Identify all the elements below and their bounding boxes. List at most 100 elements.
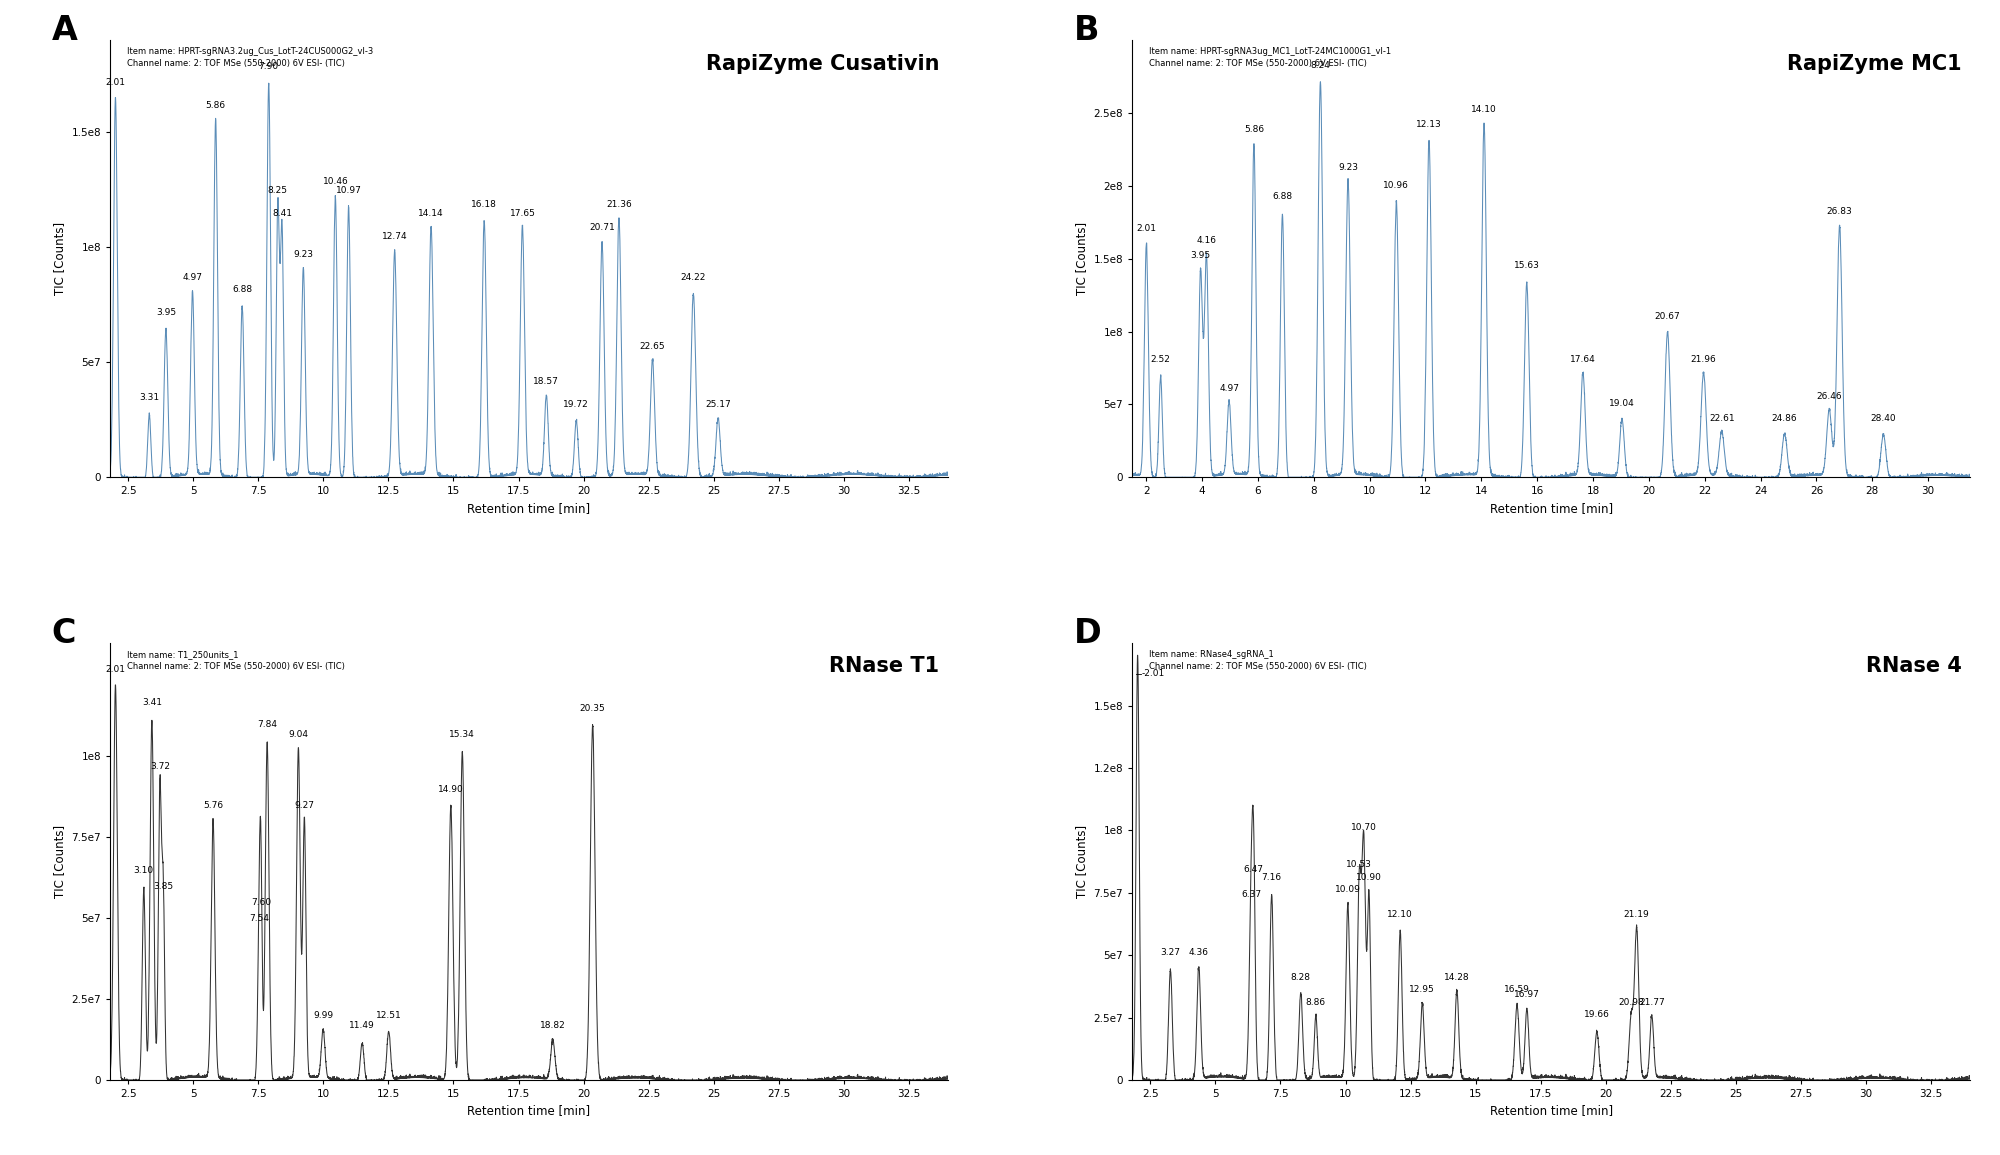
Text: 16.18: 16.18 [472,200,498,209]
Y-axis label: TIC [Counts]: TIC [Counts] [52,222,66,296]
Text: 3.10: 3.10 [134,866,154,874]
Text: 22.61: 22.61 [1708,413,1734,423]
Text: 17.65: 17.65 [510,209,536,218]
Text: RNase T1: RNase T1 [830,656,940,677]
Text: 8.41: 8.41 [272,209,292,218]
Text: 2.52: 2.52 [1150,356,1170,364]
Text: 24.86: 24.86 [1772,413,1798,423]
Text: 14.14: 14.14 [418,209,444,218]
Text: RNase 4: RNase 4 [1866,656,1962,677]
Text: 2.01: 2.01 [1136,224,1156,233]
Text: 10.53: 10.53 [1346,860,1372,870]
Text: 18.82: 18.82 [540,1021,566,1030]
X-axis label: Retention time [min]: Retention time [min] [468,501,590,515]
Text: 3.27: 3.27 [1160,948,1180,956]
Text: 3.95: 3.95 [156,308,176,316]
Text: 12.74: 12.74 [382,232,408,241]
Text: 4.16: 4.16 [1196,236,1216,245]
Text: 10.46: 10.46 [322,177,348,186]
Text: 19.66: 19.66 [1584,1011,1610,1019]
Text: 4.97: 4.97 [182,274,202,282]
Text: 10.09: 10.09 [1334,885,1360,894]
Y-axis label: TIC [Counts]: TIC [Counts] [52,825,66,899]
Text: 16.97: 16.97 [1514,990,1540,999]
Text: 5.86: 5.86 [1244,126,1264,134]
Text: RapiZyme Cusativin: RapiZyme Cusativin [706,53,940,74]
Text: 10.90: 10.90 [1356,873,1382,881]
Text: 5.76: 5.76 [202,802,224,810]
Text: -2.01: -2.01 [1142,669,1164,678]
Text: 10.97: 10.97 [336,186,362,195]
Text: A: A [52,14,78,47]
Text: 3.41: 3.41 [142,698,162,707]
Text: 11.49: 11.49 [350,1021,376,1030]
Text: Item name: T1_250units_1
Channel name: 2: TOF MSe (550-2000) 6V ESI- (TIC): Item name: T1_250units_1 Channel name: 2… [126,650,344,671]
Text: Item name: HPRT-sgRNA3.2ug_Cus_LotT-24CUS000G2_vl-3
Channel name: 2: TOF MSe (55: Item name: HPRT-sgRNA3.2ug_Cus_LotT-24CU… [126,47,374,68]
Text: 24.22: 24.22 [680,274,706,282]
Text: 15.63: 15.63 [1514,261,1540,270]
Text: 9.23: 9.23 [294,251,314,260]
Text: 22.65: 22.65 [640,342,666,351]
Text: 6.88: 6.88 [1272,192,1292,201]
Text: 20.71: 20.71 [590,223,614,232]
Text: 12.10: 12.10 [1388,910,1414,919]
Text: 12.13: 12.13 [1416,119,1442,128]
Text: 9.27: 9.27 [294,802,314,810]
Text: 8.86: 8.86 [1306,998,1326,1007]
Text: 21.77: 21.77 [1638,998,1664,1007]
Text: 14.90: 14.90 [438,785,464,793]
Y-axis label: TIC [Counts]: TIC [Counts] [1074,825,1088,899]
Text: 10.96: 10.96 [1384,180,1410,189]
Text: 9.04: 9.04 [288,730,308,739]
Text: Item name: RNase4_sgRNA_1
Channel name: 2: TOF MSe (550-2000) 6V ESI- (TIC): Item name: RNase4_sgRNA_1 Channel name: … [1148,650,1366,671]
Text: B: B [1074,14,1100,47]
Text: 8.25: 8.25 [268,186,288,195]
X-axis label: Retention time [min]: Retention time [min] [1490,1104,1612,1118]
Text: 4.36: 4.36 [1188,948,1208,956]
Text: 19.72: 19.72 [564,400,590,409]
Text: 9.99: 9.99 [314,1012,334,1021]
X-axis label: Retention time [min]: Retention time [min] [1490,501,1612,515]
Text: 4.97: 4.97 [1220,385,1240,394]
Text: 7.60: 7.60 [250,899,270,907]
Text: 14.10: 14.10 [1472,105,1496,114]
Text: 7.16: 7.16 [1262,873,1282,881]
Text: 9.23: 9.23 [1338,163,1358,172]
Text: 26.46: 26.46 [1816,392,1842,401]
Text: 6.88: 6.88 [232,285,252,293]
Text: 14.28: 14.28 [1444,973,1470,982]
Text: 3.95: 3.95 [1190,251,1210,260]
Text: 15.34: 15.34 [450,730,476,739]
Text: 20.98: 20.98 [1618,998,1644,1007]
Text: 3.72: 3.72 [150,762,170,772]
Text: 2.01: 2.01 [106,79,126,87]
Text: 8.28: 8.28 [1290,973,1310,982]
Text: 12.51: 12.51 [376,1012,402,1021]
Text: 3.31: 3.31 [140,393,160,402]
Text: 7.54: 7.54 [250,915,270,923]
Text: 19.04: 19.04 [1610,398,1634,408]
Text: 21.96: 21.96 [1690,356,1716,364]
Text: RapiZyme MC1: RapiZyme MC1 [1786,53,1962,74]
Text: 7.90: 7.90 [258,62,278,70]
Text: 26.83: 26.83 [1826,207,1852,216]
Text: 16.59: 16.59 [1504,985,1530,994]
Text: 8.24: 8.24 [1310,61,1330,70]
Text: D: D [1074,617,1102,650]
Text: 21.19: 21.19 [1624,910,1650,919]
Text: 28.40: 28.40 [1870,413,1896,423]
Text: 21.36: 21.36 [606,200,632,209]
Text: 12.95: 12.95 [1410,985,1436,994]
Y-axis label: TIC [Counts]: TIC [Counts] [1074,222,1088,296]
Text: 10.70: 10.70 [1350,822,1376,832]
Text: 20.67: 20.67 [1654,312,1680,321]
Text: 5.86: 5.86 [206,100,226,110]
Text: 2.01: 2.01 [106,665,126,675]
Text: 6.37: 6.37 [1242,891,1262,900]
X-axis label: Retention time [min]: Retention time [min] [468,1104,590,1118]
Text: 6.47: 6.47 [1244,865,1264,874]
Text: 20.35: 20.35 [580,705,606,713]
Text: 25.17: 25.17 [706,400,730,409]
Text: Item name: HPRT-sgRNA3ug_MC1_LotT-24MC1000G1_vl-1
Channel name: 2: TOF MSe (550-: Item name: HPRT-sgRNA3ug_MC1_LotT-24MC10… [1148,47,1392,68]
Text: 18.57: 18.57 [534,377,560,386]
